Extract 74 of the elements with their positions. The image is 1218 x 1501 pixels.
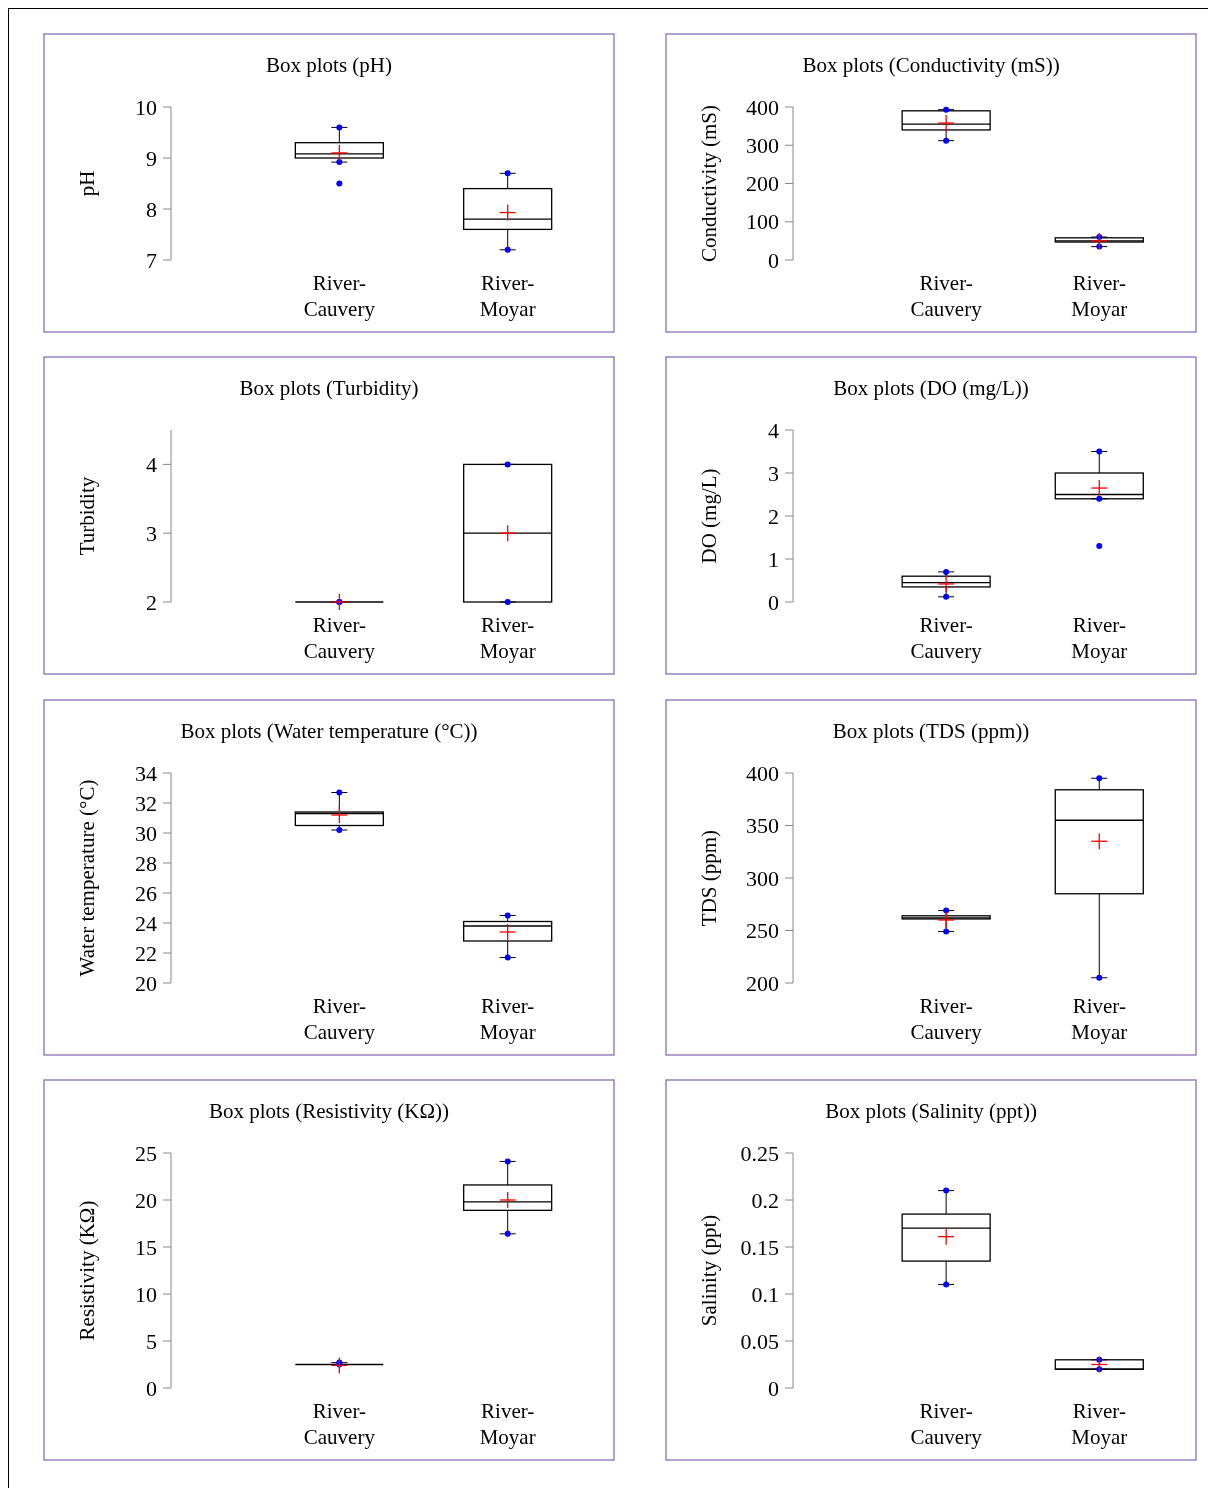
x-tick-label: River-Cauvery [303,1399,376,1449]
y-axis-title: Salinity (ppt) [697,1214,721,1327]
y-tick-label: 0 [146,1375,157,1401]
y-tick-label: 0.25 [740,1140,779,1166]
x-tick-label: River-Moyar [479,1399,536,1449]
y-tick-label: 28 [135,850,157,876]
y-tick-label: 300 [746,865,779,891]
x-tick-label: River-Cauvery [303,271,376,321]
y-tick-label: 10 [135,94,157,120]
y-tick-label: 200 [746,171,779,197]
y-axis-title: Conductivity (mS) [697,105,721,262]
y-tick-label: 15 [135,1234,157,1260]
chart-title: Box plots (pH) [266,53,393,77]
y-tick-label: 300 [746,132,779,158]
chart-title: Box plots (Water temperature (°C)) [180,719,478,743]
y-axis-title: DO (mg/L) [697,468,721,564]
y-tick-label: 0 [768,589,779,615]
y-tick-label: 32 [135,790,157,816]
x-tick-label: River-Moyar [1071,1399,1128,1449]
x-tick-label: River-Cauvery [303,994,376,1044]
y-tick-label: 400 [746,760,779,786]
y-tick-label: 10 [135,1281,157,1307]
y-axis-title: Water temperature (°C) [75,779,99,977]
x-tick-label: River-Moyar [1071,994,1128,1044]
chart-title: Box plots (TDS (ppm)) [832,719,1030,743]
y-tick-label: 200 [746,970,779,996]
y-axis-title: pH [75,170,99,197]
y-tick-label: 350 [746,813,779,839]
x-tick-label: River-Cauvery [910,271,983,321]
x-tick-label: River-Cauvery [910,613,983,663]
y-tick-label: 26 [135,880,157,906]
x-tick-label: River-Moyar [479,994,536,1044]
y-tick-label: 3 [768,460,779,486]
y-tick-label: 7 [146,247,157,273]
y-tick-label: 4 [146,452,157,478]
y-axis-title: Turbidity [75,476,99,556]
y-axis-title: TDS (ppm) [697,829,721,927]
x-tick-label: River-Moyar [479,613,536,663]
x-tick-label: River-Moyar [479,271,536,321]
y-tick-label: 2 [768,503,779,529]
y-tick-label: 1 [768,546,779,572]
y-tick-label: 24 [135,910,157,936]
y-tick-label: 2 [146,589,157,615]
y-axis-title: Resistivity (KΩ) [75,1200,99,1341]
y-tick-label: 100 [746,209,779,235]
y-tick-label: 4 [768,417,779,443]
y-tick-label: 20 [135,970,157,996]
y-tick-label: 9 [146,145,157,171]
y-tick-label: 0.05 [740,1328,779,1354]
y-tick-label: 0 [768,1375,779,1401]
x-tick-label: River-Moyar [1071,271,1128,321]
chart-title: Box plots (Turbidity) [239,376,419,400]
chart-title: Box plots (DO (mg/L)) [833,376,1029,400]
chart-title: Box plots (Resistivity (KΩ)) [208,1099,450,1123]
x-tick-label: River-Cauvery [303,613,376,663]
chart-title: Box plots (Salinity (ppt)) [825,1099,1037,1123]
y-tick-label: 0 [768,247,779,273]
y-tick-label: 8 [146,196,157,222]
x-tick-label: River-Cauvery [910,994,983,1044]
y-tick-label: 3 [146,520,157,546]
x-tick-label: River-Moyar [1071,613,1128,663]
y-tick-label: 34 [135,760,157,786]
y-tick-label: 22 [135,940,157,966]
y-tick-label: 0.15 [740,1234,779,1260]
chart-title: Box plots (Conductivity (mS)) [802,53,1060,77]
y-tick-label: 30 [135,820,157,846]
y-tick-label: 0.1 [751,1281,779,1307]
y-tick-label: 20 [135,1187,157,1213]
y-tick-label: 250 [746,918,779,944]
x-tick-label: River-Cauvery [910,1399,983,1449]
y-tick-label: 0.2 [751,1187,779,1213]
y-tick-label: 25 [135,1140,157,1166]
y-tick-label: 5 [146,1328,157,1354]
y-tick-label: 400 [746,94,779,120]
